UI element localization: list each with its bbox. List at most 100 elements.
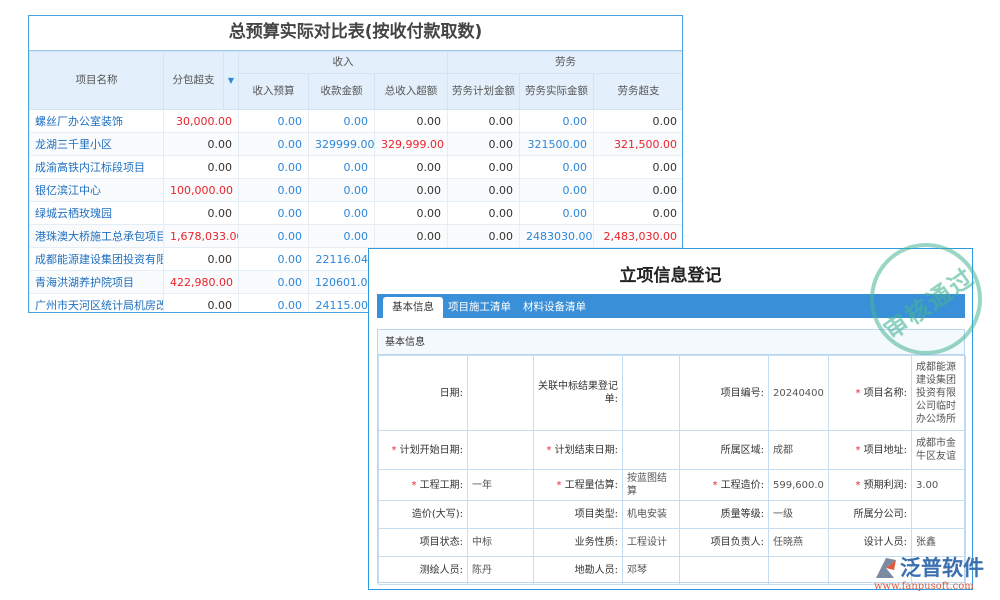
field-value[interactable]: 成都能源建设集团投资有限公司临时办公场所 — [911, 355, 966, 431]
form-row: 测绘人员: 陈丹 地勘人员: 邓琴 — [378, 556, 966, 585]
field-value[interactable]: 陈丹 — [467, 556, 534, 585]
field-value[interactable]: 工程设计 — [622, 528, 680, 557]
field-value[interactable]: 3.00 — [911, 469, 966, 501]
field-value[interactable] — [911, 556, 966, 585]
label-text: 业务性质: — [574, 537, 618, 548]
field-value[interactable] — [622, 355, 680, 431]
cell-value: 0.00 — [308, 155, 375, 179]
cell-value: 0.00 — [238, 270, 309, 294]
project-name-link[interactable]: 成都能源建设集团投资有限公司 — [29, 247, 164, 271]
field-label: 日期: — [378, 355, 468, 431]
cell-value: 100,000.00 — [163, 178, 239, 202]
field-value[interactable]: 按蓝图结算 — [622, 469, 680, 501]
cell-value: 0.00 — [163, 247, 239, 271]
cell-value: 24115.00 — [308, 293, 375, 312]
project-name-link[interactable]: 螺丝厂办公室装饰 — [29, 109, 164, 133]
registration-title: 立项信息登记 — [619, 266, 722, 286]
cell-value: 0.00 — [308, 178, 375, 202]
field-value[interactable]: 599,600.0 — [768, 469, 829, 501]
required-mark: * — [556, 479, 565, 491]
field-value[interactable]: 邓琴 — [622, 556, 680, 585]
cell-value: 0.00 — [163, 201, 239, 225]
project-name-link[interactable]: 绿城云栖玫瑰园 — [29, 201, 164, 225]
project-name-link[interactable]: 银亿滨江中心 — [29, 178, 164, 202]
field-label: * 工程量估算: — [533, 469, 623, 501]
field-value[interactable]: 一级 — [768, 500, 829, 529]
table-row[interactable]: 银亿滨江中心 100,000.00 0.00 0.00 0.00 0.00 0.00 0.00 — [29, 178, 682, 202]
label-text: 计划结束日期: — [554, 444, 618, 456]
label-text: 项目负责人: — [710, 537, 764, 548]
cell-value: 1,678,033.00 — [163, 224, 239, 248]
field-value[interactable] — [622, 430, 680, 470]
table-row[interactable]: 绿城云栖玫瑰园 0.00 0.00 0.00 0.00 0.00 0.00 0.00 — [29, 201, 682, 225]
table-row[interactable]: 成渝高铁内江标段项目 0.00 0.00 0.00 0.00 0.00 0.00 0.00 — [29, 155, 682, 179]
stamp-text: 审核通过 — [878, 262, 981, 346]
label-text: 计划开始日期: — [399, 444, 463, 456]
cell-value: 0.00 — [447, 178, 521, 202]
cell-value: 329999.00 — [308, 132, 375, 156]
form-row: 造价(大写): 项目类型: 机电安装 质量等级: 一级 所属分公司: — [378, 500, 966, 529]
tab-bar: 基本信息 项目施工清单 材料设备清单 — [377, 294, 965, 318]
field-label — [828, 556, 912, 585]
field-value[interactable] — [768, 556, 829, 585]
form-row: 日期: 关联中标结果登记单: 项目编号: 20240400 * 项目名称: 成都能源建设集… — [378, 355, 966, 431]
table-row[interactable]: 港珠澳大桥施工总承包项目 1,678,033.00 0.00 0.00 0.00 0.00… — [29, 224, 682, 248]
col-labor-over[interactable]: 劳务超支 — [593, 73, 682, 110]
field-label: * 项目名称: — [828, 355, 912, 431]
cell-value: 0.00 — [163, 155, 239, 179]
cell-value: 0.00 — [519, 201, 595, 225]
cell-value: 0.00 — [447, 201, 521, 225]
col-received[interactable]: 收款金额 — [308, 73, 375, 110]
cell-value: 0.00 — [373, 178, 449, 202]
label-text: 预期利润: — [863, 479, 907, 491]
field-value[interactable]: 20240400 — [768, 355, 829, 431]
tab-basic-info[interactable]: 基本信息 — [383, 297, 443, 318]
cell-value: 0.00 — [238, 155, 309, 179]
col-project-name[interactable]: 项目名称 — [29, 51, 164, 110]
label-text: 工程工期: — [419, 479, 463, 491]
cell-value: 30,000.00 — [163, 109, 239, 133]
col-subcontract-over[interactable]: 分包超支 — [163, 51, 224, 110]
cell-value: 0.00 — [373, 155, 449, 179]
table-row[interactable]: 螺丝厂办公室装饰 30,000.00 0.00 0.00 0.00 0.00 0.00 0.0… — [29, 109, 682, 133]
project-name-link[interactable]: 龙湖三千里小区 — [29, 132, 164, 156]
required-mark: * — [855, 387, 864, 399]
field-value[interactable]: 张鑫 — [911, 528, 966, 557]
col-labor-plan[interactable]: 劳务计划金额 — [447, 73, 521, 110]
field-value[interactable]: 中标 — [467, 528, 534, 557]
field-label: * 计划开始日期: — [378, 430, 468, 470]
project-registration-panel: 立项信息登记 基本信息 项目施工清单 材料设备清单 基本信息 日期: 关联中标结果… — [368, 248, 973, 590]
col-labor-actual[interactable]: 劳务实际金额 — [519, 73, 595, 110]
label-text: 设计人员: — [863, 537, 907, 548]
project-name-link[interactable]: 广州市天河区统计局机房改造 — [29, 293, 164, 312]
table-row[interactable]: 龙湖三千里小区 0.00 0.00 329999.00 329,999.00 0.00 32… — [29, 132, 682, 156]
field-value[interactable]: 一年 — [467, 469, 534, 501]
field-value[interactable]: 成都 — [768, 430, 829, 470]
col-income-over[interactable]: 总收入超额 — [373, 73, 449, 110]
field-label: * 计划结束日期: — [533, 430, 623, 470]
field-label: * 工程工期: — [378, 469, 468, 501]
label-text: 工程量估算: — [564, 479, 618, 491]
project-name-link[interactable]: 青海洪湖养护院项目 — [29, 270, 164, 294]
field-value[interactable] — [911, 500, 966, 529]
field-value[interactable]: 机电安装 — [622, 500, 680, 529]
cell-value: 0.00 — [519, 155, 595, 179]
field-value[interactable]: 成都市金牛区友谊 — [911, 430, 966, 470]
col-income-budget[interactable]: 收入预算 — [238, 73, 309, 110]
project-name-link[interactable]: 成渝高铁内江标段项目 — [29, 155, 164, 179]
tab-material-list[interactable]: 材料设备清单 — [523, 301, 586, 313]
field-value[interactable] — [467, 430, 534, 470]
field-label: 项目状态: — [378, 528, 468, 557]
cell-value: 321500.00 — [519, 132, 595, 156]
tab-construction-list[interactable]: 项目施工清单 — [448, 301, 511, 313]
label-text: 项目类型: — [574, 509, 618, 520]
field-value[interactable]: 任晓燕 — [768, 528, 829, 557]
sort-dropdown-icon[interactable]: ▼ — [223, 51, 239, 110]
label-text: 项目编号: — [720, 387, 764, 399]
project-name-link[interactable]: 港珠澳大桥施工总承包项目 — [29, 224, 164, 248]
label-text: 测绘人员: — [419, 565, 463, 576]
field-value[interactable] — [467, 500, 534, 529]
field-value[interactable] — [467, 355, 534, 431]
logo-icon — [876, 558, 896, 578]
cell-value: 0.00 — [238, 293, 309, 312]
